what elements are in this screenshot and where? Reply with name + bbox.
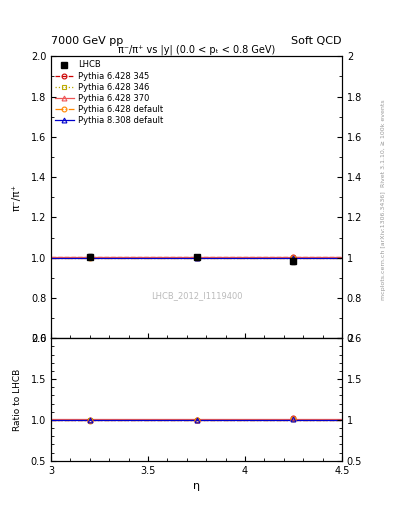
Text: LHCB_2012_I1119400: LHCB_2012_I1119400	[151, 291, 242, 301]
Text: mcplots.cern.ch [arXiv:1306.3436]: mcplots.cern.ch [arXiv:1306.3436]	[381, 191, 386, 300]
Text: Rivet 3.1.10, ≥ 100k events: Rivet 3.1.10, ≥ 100k events	[381, 99, 386, 187]
Title: π⁻/π⁺ vs |y| (0.0 < pₜ < 0.8 GeV): π⁻/π⁺ vs |y| (0.0 < pₜ < 0.8 GeV)	[118, 44, 275, 55]
Y-axis label: Ratio to LHCB: Ratio to LHCB	[13, 369, 22, 431]
Legend: LHCB, Pythia 6.428 345, Pythia 6.428 346, Pythia 6.428 370, Pythia 6.428 default: LHCB, Pythia 6.428 345, Pythia 6.428 346…	[53, 59, 165, 126]
Text: Soft QCD: Soft QCD	[292, 36, 342, 46]
X-axis label: η: η	[193, 481, 200, 491]
Text: 7000 GeV pp: 7000 GeV pp	[51, 36, 123, 46]
Y-axis label: π⁻/π⁺: π⁻/π⁺	[12, 184, 22, 211]
